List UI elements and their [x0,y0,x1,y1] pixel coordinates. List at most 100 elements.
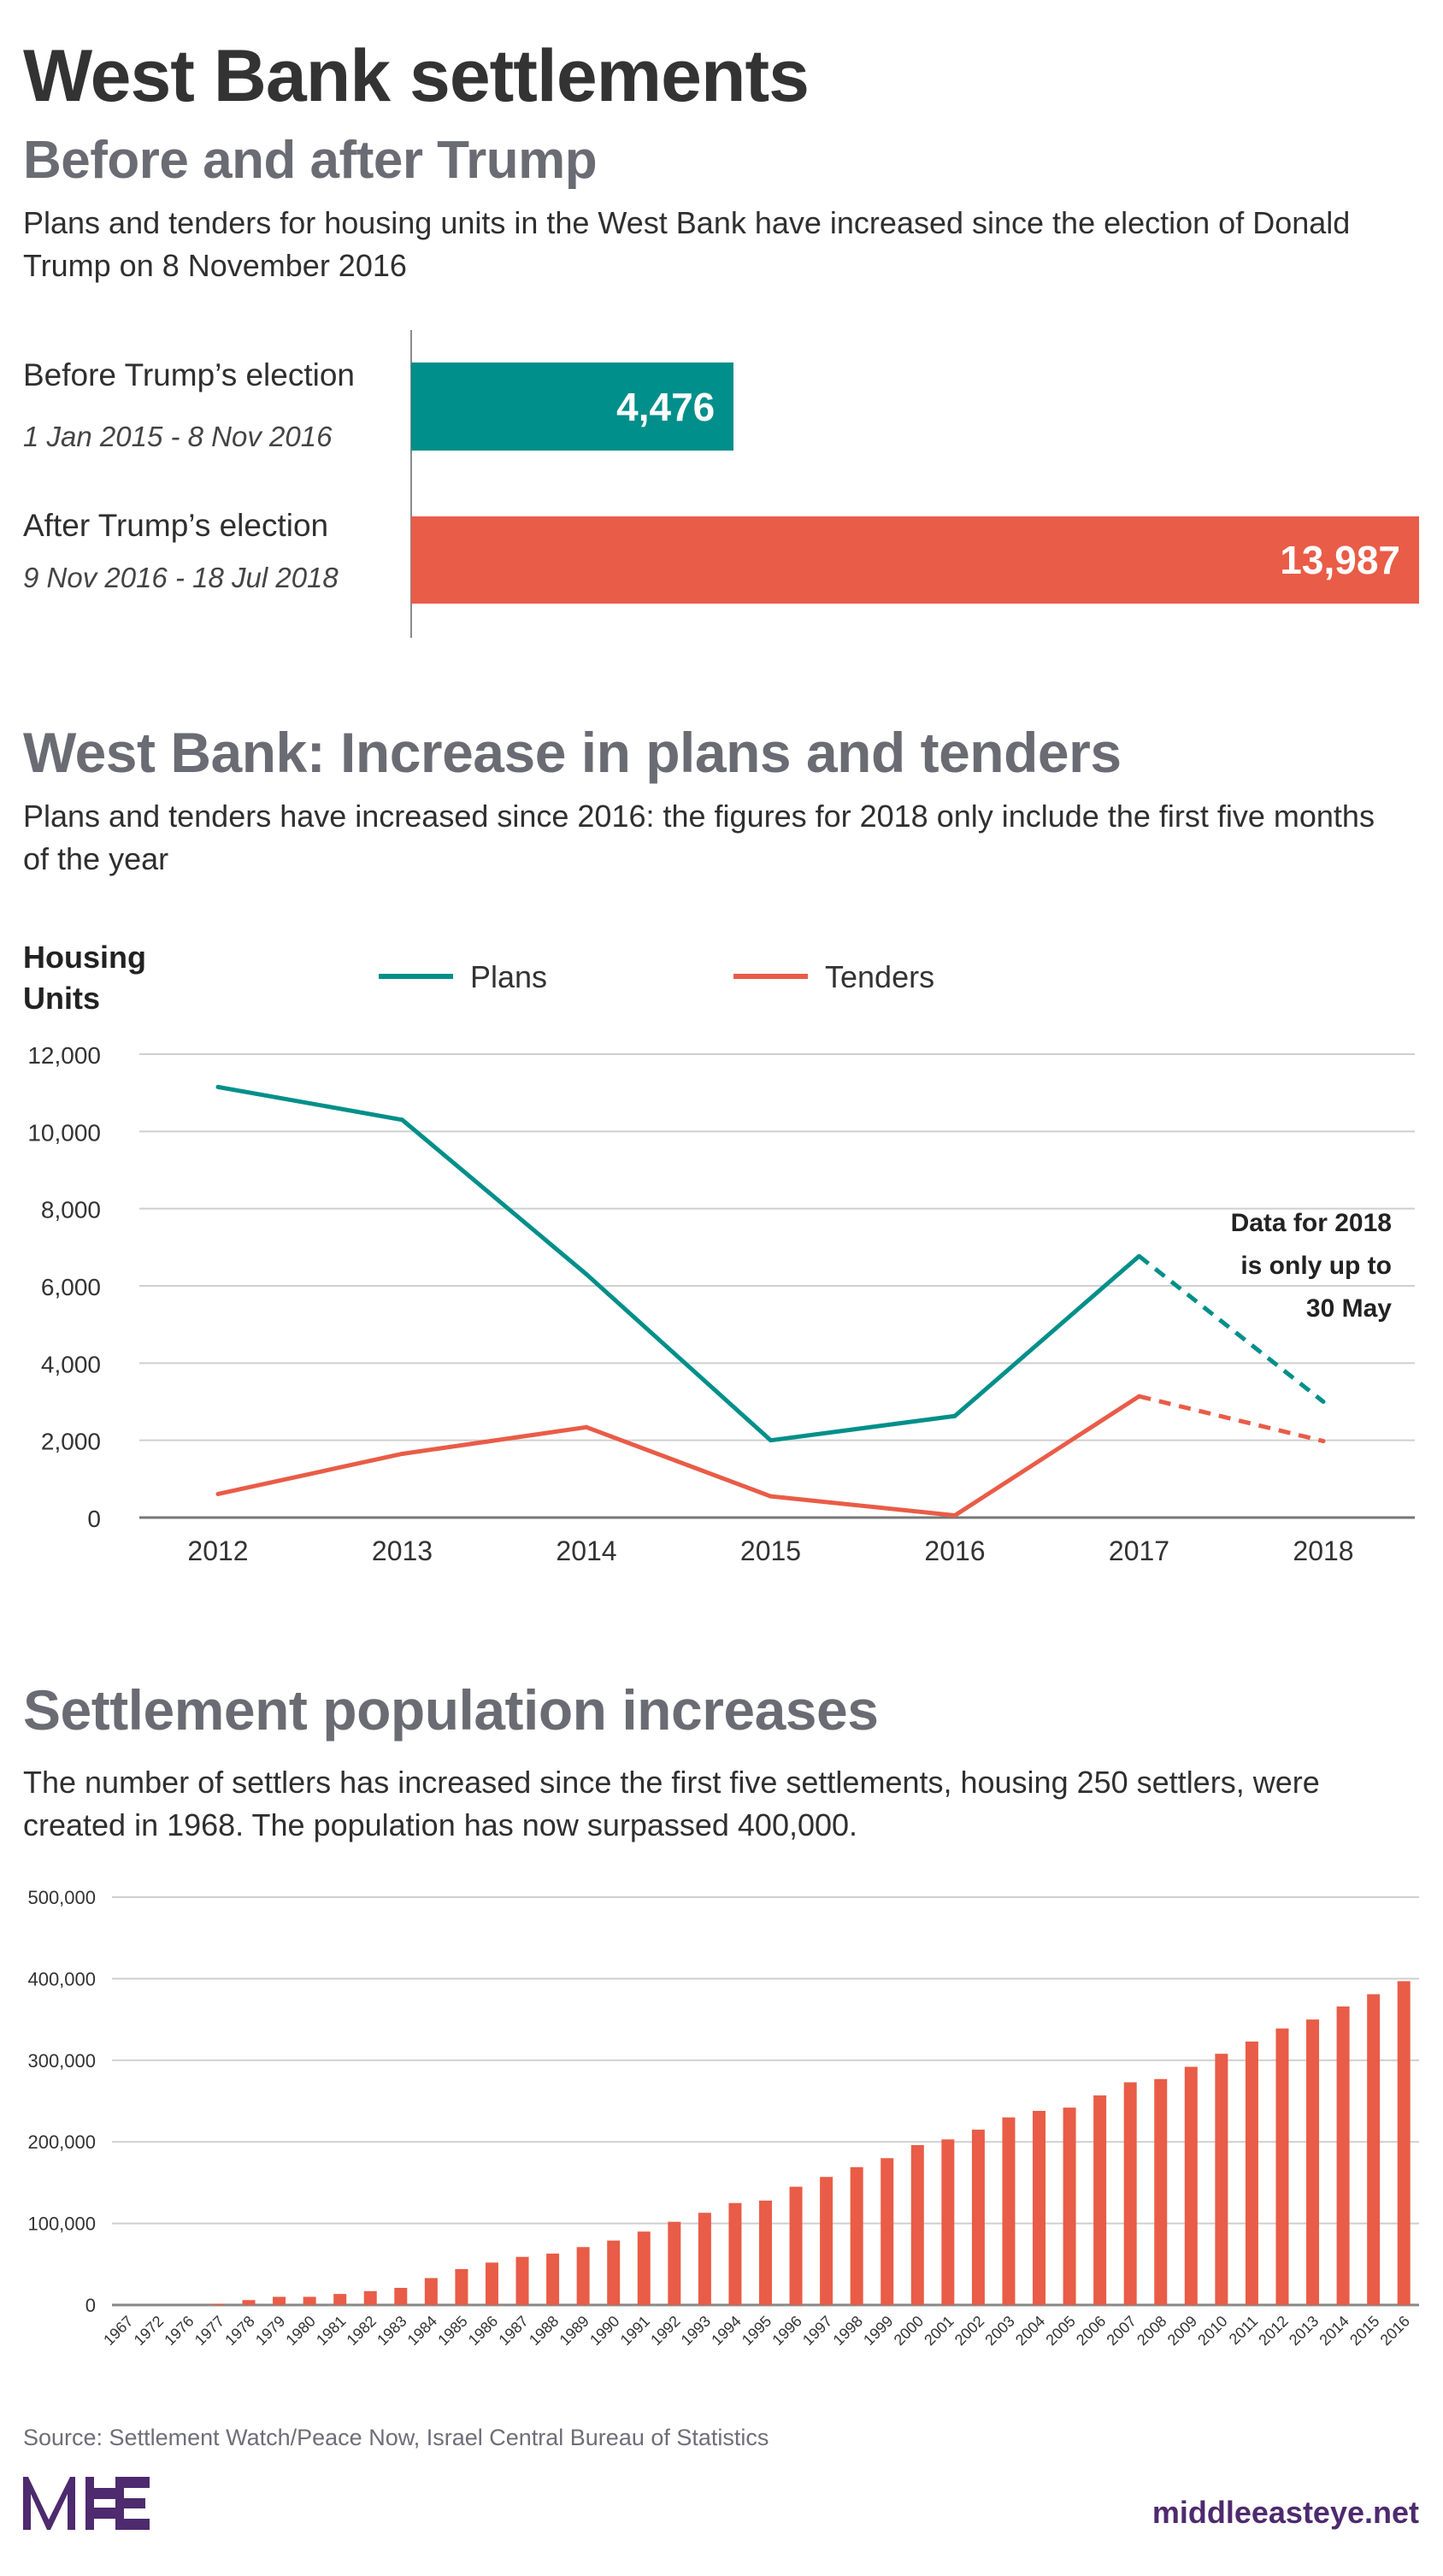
bar-2016 [1397,1981,1411,2305]
bar-2002 [971,2129,985,2305]
data-point-plans [584,1271,589,1276]
data-point-plans [1321,1400,1326,1404]
bar-1990 [607,2240,621,2305]
bar-2003 [1002,2117,1016,2305]
x-tick-label: 2002 [951,2313,987,2349]
bar-1993 [698,2213,711,2305]
source-note: Source: Settlement Watch/Peace Now, Isra… [23,2425,769,2450]
y-tick-label: 2,000 [41,1429,101,1455]
before-bar: 4,476 [411,363,734,451]
bar-1986 [485,2262,498,2305]
data-point-tenders [952,1513,957,1518]
annotation-line1: Data for 2018 [1231,1209,1392,1237]
x-tick-label: 1998 [830,2313,866,2349]
before-label: Before Trump’s election [23,357,356,392]
series-partial-tenders [1138,1394,1324,1443]
x-tick-label: 2006 [1073,2313,1109,2349]
bar-1977 [211,2303,225,2305]
x-tick-label: 2016 [924,1536,985,1566]
series-partial-plans [1137,1254,1325,1404]
bar-2011 [1245,2041,1258,2305]
y-tick-label: 6,000 [41,1274,101,1300]
x-tick-label: 1992 [647,2313,683,2349]
x-tick-label: 1977 [191,2313,227,2349]
data-point-tenders [584,1424,589,1429]
section-plans-text: Plans and tenders have increased since 2… [23,799,1375,876]
legend-plans-label: Plans [470,959,547,994]
page-title: West Bank settlements [23,35,810,117]
bar-2004 [1033,2110,1046,2305]
data-point-tenders [1137,1394,1141,1399]
intro-text: Plans and tenders for housing units in t… [23,205,1351,283]
x-tick-label: 2018 [1293,1536,1353,1566]
bar-2010 [1215,2054,1228,2305]
y-tick-label: 12,000 [27,1042,101,1069]
x-tick-label: 2012 [1255,2313,1291,2349]
x-tick-label: 2005 [1042,2313,1078,2349]
y-tick-label: 300,000 [27,2050,96,2072]
series-line-tenders [217,1394,1140,1518]
bar-chart: 0 100,000 200,000 300,000 400,000 500,000 196… [27,1887,1419,2349]
x-tick-label: 2012 [187,1536,248,1566]
bar-1980 [303,2296,316,2305]
annotation-line3: 30 May [1306,1294,1392,1323]
bar-2009 [1184,2066,1198,2305]
data-point-tenders [215,1491,221,1496]
bar-1982 [363,2290,377,2305]
bar-2006 [1093,2095,1107,2305]
bar-1985 [455,2269,468,2305]
x-tick-label: 1979 [252,2313,288,2349]
x-tick-label: 1993 [678,2313,714,2349]
x-tick-label: 2016 [1377,2313,1413,2349]
x-tick-label: 2008 [1134,2313,1169,2349]
bar-2015 [1367,1994,1381,2305]
x-tick-label: 1983 [374,2313,409,2349]
x-tick-label: 1997 [799,2313,835,2349]
y-tick-label: 400,000 [27,1968,96,1989]
x-tick-label: 1996 [769,2313,804,2349]
before-period: 1 Jan 2015 - 8 Nov 2016 [23,421,333,452]
x-tick-label: 2011 [1226,2313,1262,2349]
x-tick-label: 1981 [313,2313,349,2349]
x-tick-label: 1978 [221,2313,257,2349]
y-tick-label: 0 [87,1506,101,1532]
y-tick-label: 10,000 [27,1119,101,1146]
bar-1988 [546,2253,560,2305]
bar-1992 [668,2221,681,2305]
bar-2013 [1306,2019,1320,2305]
line-chart: Housing Units Plans Tenders 0 2,000 4,000 6… [23,940,1415,1566]
x-tick-label: 1984 [404,2313,440,2349]
x-tick-label: 2017 [1109,1536,1169,1566]
x-tick-label: 1990 [586,2313,622,2349]
bar-1997 [820,2177,833,2305]
bar-1983 [394,2287,408,2305]
x-tick-label: 1985 [434,2313,470,2349]
x-tick-label: 2013 [1286,2313,1322,2349]
after-value: 13,987 [1280,538,1400,582]
x-tick-label: 1988 [526,2313,562,2349]
y-tick-label: 4,000 [41,1351,101,1377]
x-tick-label: 1991 [617,2313,653,2349]
bar-1991 [637,2231,651,2305]
x-tick-label: 1989 [557,2313,592,2349]
site-link[interactable]: middleeasteye.net [1151,2495,1419,2530]
bar-1979 [273,2296,286,2305]
section-population-text: The number of settlers has increased sin… [23,1765,1320,1842]
bar-1987 [515,2256,529,2305]
comparison-axis [410,330,412,638]
bar-2001 [941,2139,955,2305]
x-tick-label: 2014 [556,1536,616,1566]
bar-2008 [1154,2078,1168,2305]
series-line-plans [217,1084,1141,1443]
bar-2014 [1336,2006,1350,2305]
bar-1989 [576,2247,590,2305]
x-tick-label: 2000 [891,2313,927,2349]
x-tick-label: 2014 [1316,2313,1352,2349]
data-point-tenders [769,1494,773,1499]
mee-logo [23,2477,150,2530]
data-point-plans [1137,1253,1141,1259]
bar-2000 [910,2145,924,2305]
y-tick-label: 500,000 [27,1887,96,1908]
bar-2005 [1063,2107,1076,2305]
y-axis-label-line2: Units [23,981,100,1016]
